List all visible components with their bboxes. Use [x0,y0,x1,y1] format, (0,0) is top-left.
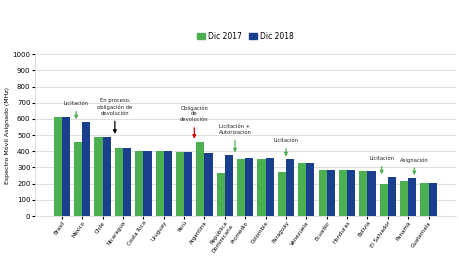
Bar [143,151,151,216]
Bar [74,142,82,216]
Text: Licitación: Licitación [63,101,89,118]
Bar [379,184,387,216]
Bar [163,151,172,216]
Bar [399,181,407,216]
Bar [285,159,293,216]
Legend: Dic 2017, Dic 2018: Dic 2017, Dic 2018 [193,29,296,44]
Bar [54,117,62,216]
Bar [236,159,245,216]
Bar [94,137,102,216]
Bar [224,155,233,216]
Bar [367,171,375,216]
Bar [245,158,253,216]
Bar [155,151,163,216]
Y-axis label: Espectro Móvil Asignado (MHz): Espectro Móvil Asignado (MHz) [4,87,10,184]
Bar [326,170,334,216]
Text: Licitación +
Autorización: Licitación + Autorización [218,124,251,151]
Bar [184,152,192,216]
Bar [318,170,326,216]
Bar [204,153,212,216]
Bar [420,183,428,216]
Text: Licitación: Licitación [369,156,393,173]
Bar [387,177,395,216]
Bar [102,137,111,216]
Bar [257,159,265,216]
Bar [265,158,273,216]
Text: En proceso,
obligación de
devolución: En proceso, obligación de devolución [97,99,132,133]
Text: Licitación: Licitación [273,138,298,155]
Text: Asignación: Asignación [399,157,428,174]
Bar [338,170,346,216]
Bar [82,122,90,216]
Bar [428,183,436,216]
Bar [297,163,306,216]
Bar [62,117,70,216]
Bar [358,171,367,216]
Text: Obligación
de
devolución: Obligación de devolución [179,105,208,138]
Bar [176,152,184,216]
Bar [115,148,123,216]
Bar [135,151,143,216]
Bar [123,148,131,216]
Bar [306,163,314,216]
Bar [407,178,415,216]
Bar [216,173,224,216]
Bar [196,142,204,216]
Bar [277,172,285,216]
Bar [346,170,354,216]
